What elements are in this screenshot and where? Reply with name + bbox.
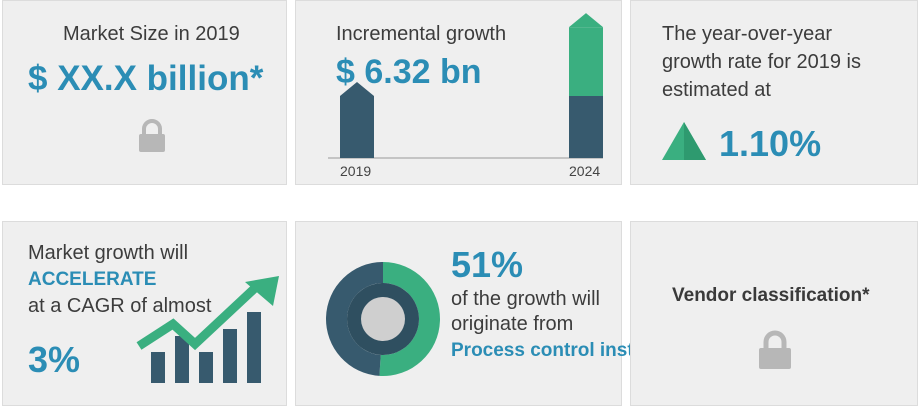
yoy-line-2: growth rate for 2019 is [662, 51, 861, 73]
cagr-line-3: at a CAGR of almost [28, 295, 212, 317]
segment-share-value: 51% [451, 244, 524, 285]
vendor-label: Vendor classification* [672, 285, 870, 306]
segment-card: 51% of the growth will originate from Pr… [295, 221, 709, 406]
lock-icon [759, 330, 791, 369]
growth-arrow-icon [136, 276, 279, 383]
incremental-growth-card: Incremental growth $ 6.32 bn 2019 2024 [295, 0, 622, 185]
cagr-line-2: ACCELERATE [28, 269, 157, 290]
cagr-card: Market growth will ACCELERATE at a CAGR … [2, 221, 287, 406]
lock-icon [139, 119, 165, 152]
bar-roof-2019 [340, 82, 374, 96]
incremental-growth-label: Incremental growth [336, 23, 507, 45]
market-size-card: Market Size in 2019 $ XX.X billion* [2, 0, 287, 185]
bar-base-2024 [569, 96, 603, 158]
yoy-line-1: The year-over-year [662, 23, 833, 45]
bar-roof-2024 [569, 13, 603, 28]
yoy-line-3: estimated at [662, 79, 771, 101]
cagr-value: 3% [28, 339, 81, 380]
bar-label-2024: 2024 [569, 163, 601, 179]
yoy-growth-card: The year-over-year growth rate for 2019 … [630, 0, 918, 185]
bar-base-2019 [340, 96, 374, 158]
donut-slice-highlight [379, 262, 441, 376]
market-size-value: $ XX.X billion* [28, 59, 264, 98]
cagr-line-1: Market growth will [28, 242, 189, 264]
bar-growth-2024 [569, 27, 603, 96]
segment-line-2: originate from [451, 313, 574, 335]
donut-center [361, 297, 405, 341]
triangle-up-icon [662, 122, 706, 160]
incremental-growth-chart [328, 13, 603, 159]
growth-share-donut [326, 262, 441, 376]
segment-line-1: of the growth will [451, 288, 600, 310]
yoy-value: 1.10% [719, 123, 822, 164]
market-size-label: Market Size in 2019 [63, 23, 240, 45]
vendor-card: Vendor classification* [630, 221, 918, 406]
bar-label-2019: 2019 [340, 163, 372, 179]
donut-slice-rest [326, 262, 383, 376]
incremental-growth-value: $ 6.32 bn [336, 53, 482, 91]
